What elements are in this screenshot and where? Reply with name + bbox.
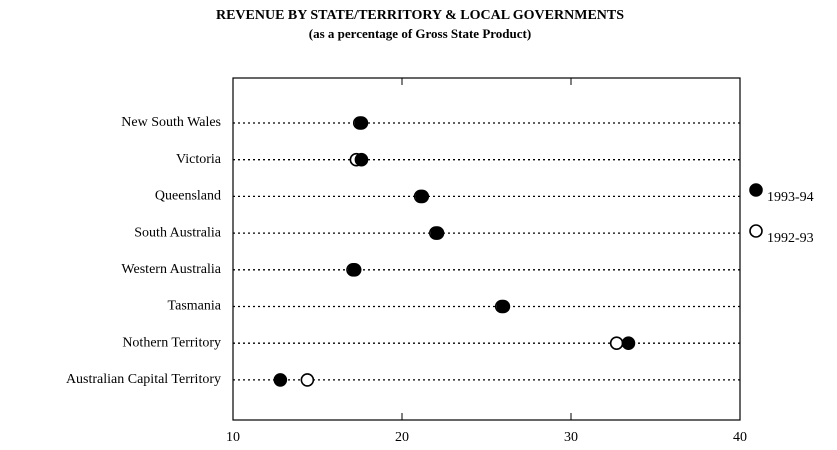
category-label: Western Australia xyxy=(121,262,221,277)
category-label: Queensland xyxy=(155,189,221,204)
legend-marker xyxy=(749,224,763,238)
category-label: Australian Capital Territory xyxy=(66,372,221,387)
legend-label: 1993-94 xyxy=(767,190,814,205)
category-label: Nothern Territory xyxy=(122,335,221,350)
dot xyxy=(347,262,362,277)
dot xyxy=(621,336,636,351)
legend-label: 1992-93 xyxy=(767,231,814,246)
dot xyxy=(609,336,624,351)
dot xyxy=(354,116,369,130)
dot xyxy=(300,373,315,387)
x-tick-label: 40 xyxy=(733,430,747,445)
category-label: South Australia xyxy=(134,225,222,240)
dot xyxy=(354,152,369,167)
category-label: Victoria xyxy=(176,152,222,167)
legend-marker xyxy=(749,183,763,197)
dot xyxy=(415,189,430,204)
chart-title: REVENUE BY STATE/TERRITORY & LOCAL GOVER… xyxy=(216,8,624,23)
category-label: New South Wales xyxy=(121,115,221,130)
dot xyxy=(273,373,288,387)
x-tick-label: 20 xyxy=(395,430,409,445)
x-tick-label: 10 xyxy=(226,430,240,445)
category-label: Tasmania xyxy=(168,299,222,314)
chart-subtitle: (as a percentage of Gross State Product) xyxy=(309,26,531,41)
dot xyxy=(496,299,511,314)
plot-frame xyxy=(232,77,741,421)
x-tick-label: 30 xyxy=(564,430,578,445)
dot xyxy=(430,226,445,240)
